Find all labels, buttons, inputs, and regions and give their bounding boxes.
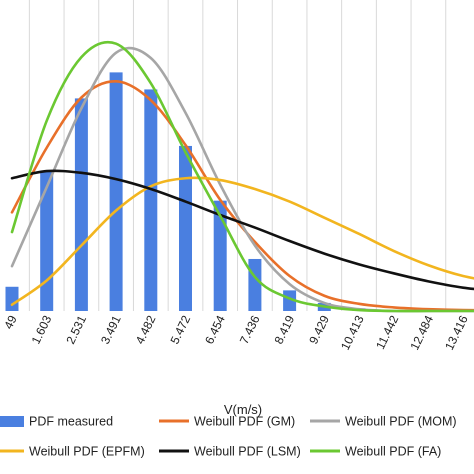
x-tick-label: 7.436 bbox=[237, 313, 263, 346]
legend-label-weibull-pdf-lsm: Weibull PDF (LSM) bbox=[194, 445, 301, 459]
bar-series-pdf-measured bbox=[5, 72, 401, 311]
x-tick-label: 8.419 bbox=[272, 313, 298, 346]
legend-label-weibull-pdf-mom: Weibull PDF (MOM) bbox=[345, 415, 457, 429]
x-tick-label: 13.416 bbox=[442, 313, 471, 352]
bar-4.482 bbox=[144, 89, 158, 311]
legend: PDF measured Weibull PDF (GM) Weibull PDF … bbox=[0, 415, 457, 459]
legend-label-pdf-measured: PDF measured bbox=[29, 415, 113, 429]
x-axis-title: V(m/s) bbox=[224, 402, 262, 417]
bar-3.491 bbox=[109, 72, 123, 311]
bar-1.603 bbox=[40, 171, 54, 311]
x-axis-tick-labels: 49 1.603 2.531 3.491 4.482 5.472 6.454 7.436 8.4… bbox=[1, 313, 471, 352]
gridlines bbox=[28, 0, 447, 311]
x-tick-label: 5.472 bbox=[167, 313, 193, 346]
bar-0.49 bbox=[5, 286, 19, 311]
bar-5.472 bbox=[179, 145, 192, 311]
x-tick-label: 11.442 bbox=[373, 313, 401, 352]
legend-swatch-pdf-measured bbox=[0, 416, 24, 427]
legend-label-weibull-pdf-gm: Weibull PDF (GM) bbox=[194, 415, 295, 429]
bar-7.436 bbox=[248, 258, 262, 311]
x-tick-label: 49 bbox=[1, 313, 20, 331]
x-tick-label: 4.482 bbox=[133, 313, 159, 346]
line-weibull-pdf-epfm bbox=[10, 176, 474, 307]
x-tick-label: 1.603 bbox=[29, 313, 55, 346]
legend-label-weibull-pdf-epfm: Weibull PDF (EPFM) bbox=[29, 445, 145, 459]
x-tick-label: 10.413 bbox=[338, 313, 367, 352]
x-tick-label: 12.484 bbox=[407, 313, 436, 352]
bar-6.454 bbox=[213, 200, 227, 311]
legend-label-weibull-pdf-fa: Weibull PDF (FA) bbox=[345, 445, 441, 459]
x-tick-label: 3.491 bbox=[98, 313, 124, 346]
line-series-group bbox=[10, 40, 474, 313]
bar-2.531 bbox=[74, 98, 88, 311]
line-weibull-pdf-lsm bbox=[10, 169, 474, 291]
bar-8.419 bbox=[283, 290, 297, 311]
x-tick-label: 6.454 bbox=[202, 313, 228, 346]
x-tick-label: 2.531 bbox=[63, 313, 89, 346]
line-weibull-pdf-fa bbox=[10, 40, 474, 313]
x-tick-label: 9.429 bbox=[306, 313, 332, 346]
